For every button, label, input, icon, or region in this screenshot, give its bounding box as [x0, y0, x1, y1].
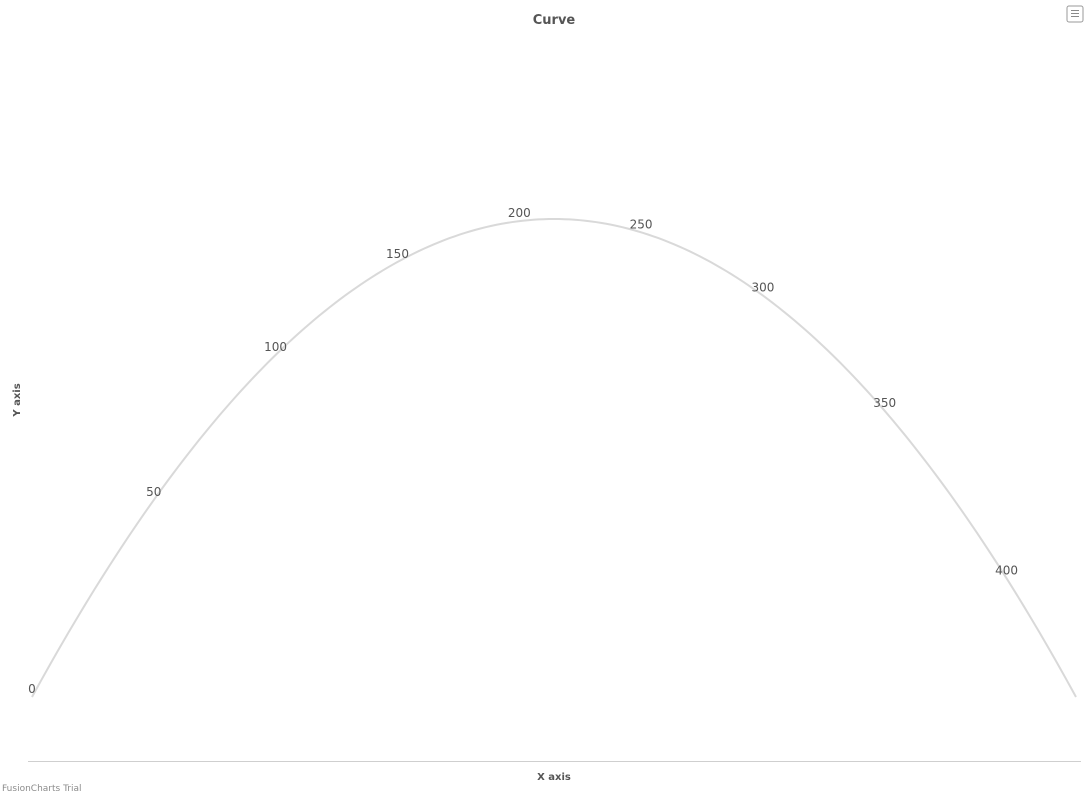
- series-line: [31, 217, 1077, 698]
- data-label: 300: [751, 281, 774, 295]
- data-label: 50: [146, 485, 161, 499]
- data-label: 100: [264, 340, 287, 354]
- y-axis-label: Y axis: [12, 383, 23, 417]
- x-axis-label: X axis: [537, 772, 571, 783]
- data-label: 150: [386, 247, 409, 261]
- data-label: 350: [873, 396, 896, 410]
- data-labels: 0 50 100 150 200 250 300 350 400: [28, 206, 1018, 696]
- data-label: 250: [630, 217, 653, 231]
- hamburger-menu-icon[interactable]: [1071, 10, 1079, 17]
- chart-menu-button[interactable]: [1066, 5, 1084, 23]
- chart-title: Curve: [533, 13, 576, 28]
- data-label: 200: [508, 206, 531, 220]
- data-label: 400: [995, 563, 1018, 577]
- data-label: 0: [28, 682, 36, 696]
- trial-credit: FusionCharts Trial: [2, 784, 81, 794]
